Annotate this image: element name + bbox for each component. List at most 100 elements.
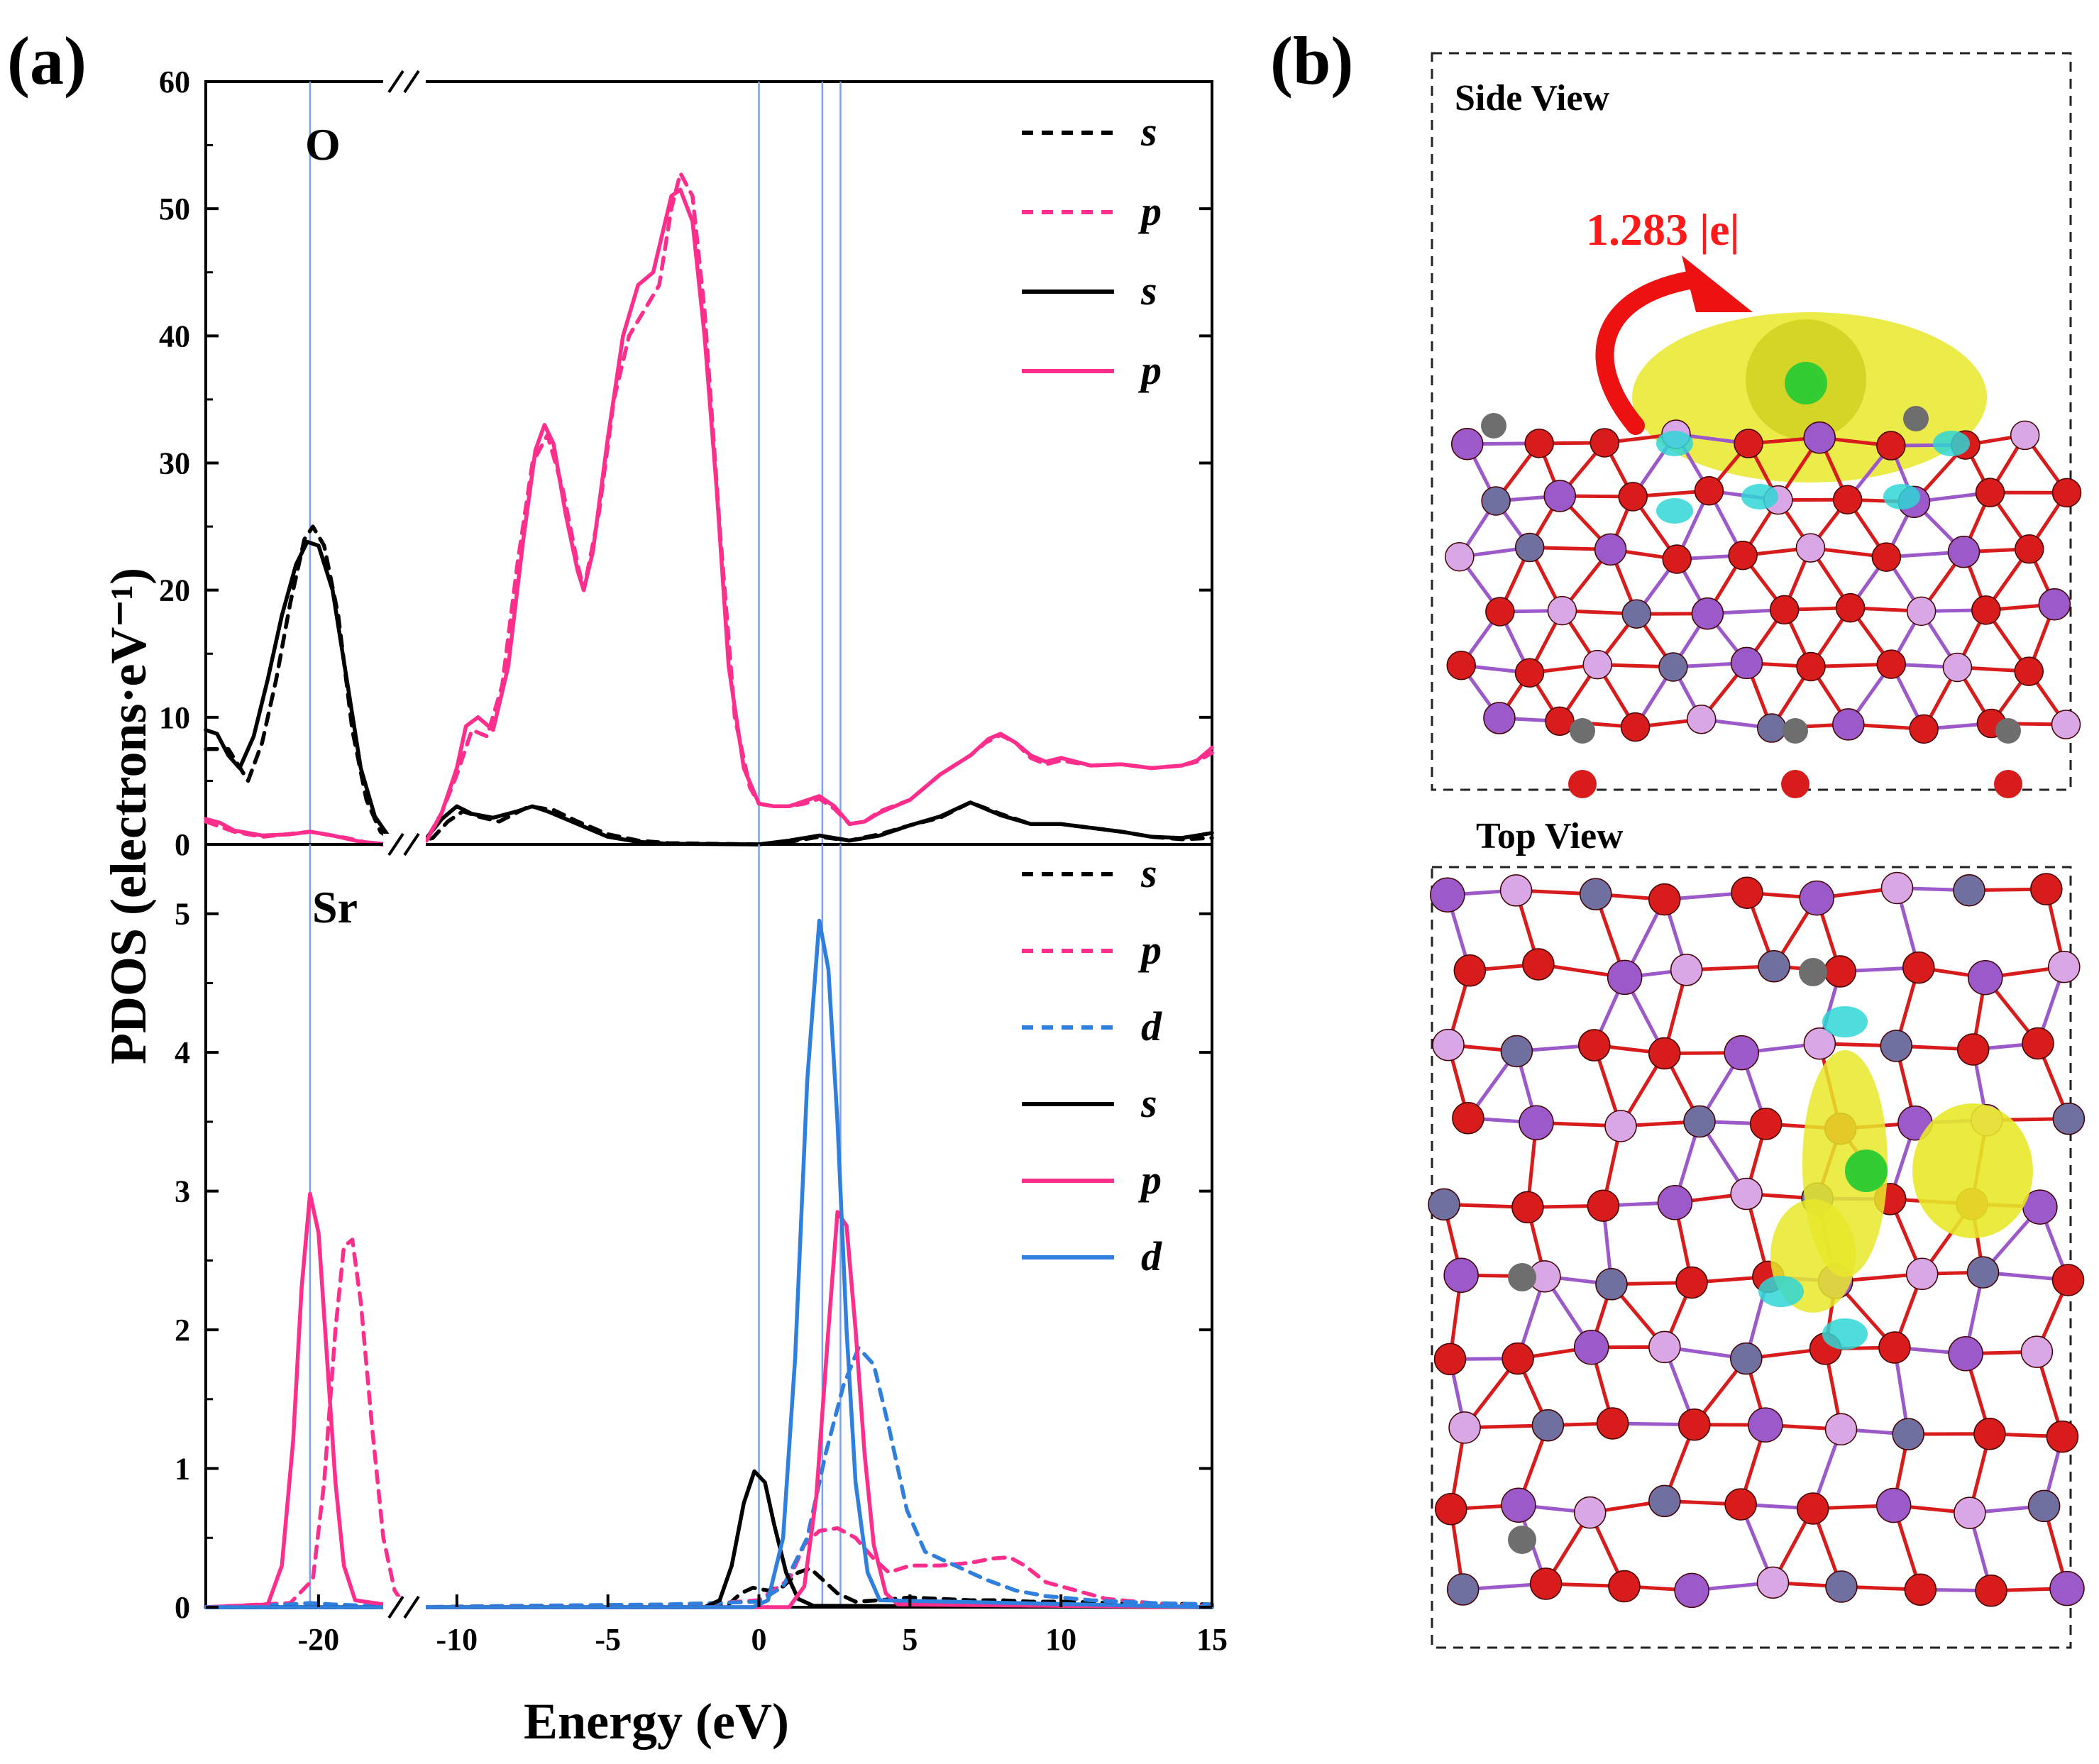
- sr-y-tick-label: 2: [175, 1313, 190, 1347]
- structure-atom: [1825, 1570, 1858, 1603]
- structure-atom: [1954, 1496, 1986, 1529]
- structure-atom: [2049, 1570, 2085, 1606]
- top-view-structure: [1428, 871, 2086, 1609]
- structure-atom: [1514, 658, 1545, 688]
- sr-y-ticks: 0 1 2 3 4 5: [175, 897, 1212, 1625]
- top-view-panel: Top View: [1428, 816, 2086, 1649]
- structure-atom: [1568, 770, 1597, 798]
- structure-atom: [1803, 1027, 1836, 1060]
- structure-atom: [1485, 597, 1515, 627]
- sr-series-d-solid: [409, 918, 1214, 1609]
- structure-atom: [1994, 770, 2022, 798]
- structure-atom: [1824, 955, 1856, 988]
- structure-atom: [1686, 705, 1717, 734]
- structure-atom: [1596, 1407, 1629, 1440]
- sr-y-tick-label: 3: [175, 1174, 190, 1209]
- o-series-p-solid: [409, 187, 1214, 847]
- structure-atom: [1590, 428, 1619, 458]
- structure-atom: [1799, 958, 1827, 986]
- sr-legend-label: p: [1137, 927, 1162, 973]
- structure-atom: [1570, 718, 1595, 744]
- structure-atom: [1906, 596, 1937, 627]
- structure-atom: [1799, 880, 1835, 916]
- o-panel-title: O: [305, 119, 341, 170]
- structure-atom: [1878, 1331, 1911, 1364]
- structure-atom: [1683, 1105, 1716, 1138]
- structure-atom: [1670, 954, 1703, 986]
- panel-b-label: (b): [1270, 23, 1353, 99]
- structure-atom: [1604, 1110, 1637, 1142]
- structure-atom: [1433, 1343, 1467, 1376]
- o-series-p-solid: [204, 817, 405, 847]
- o-series-s-solid: [204, 539, 405, 847]
- structure-atom: [1450, 427, 1484, 461]
- structure-atom: [1483, 702, 1516, 734]
- structure-atom: [2030, 873, 2063, 905]
- structure-atom: [1508, 1263, 1536, 1291]
- o-legend-label: s: [1140, 268, 1157, 314]
- o-legend-label: p: [1137, 188, 1162, 234]
- sr-series-p-dashed: [204, 1237, 405, 1609]
- structure-atom: [1749, 1108, 1783, 1140]
- structure-atom: [1875, 1487, 1912, 1523]
- structure-atom: [1514, 532, 1545, 563]
- structure-atom: [1587, 1189, 1620, 1222]
- sr-guide-lines: [309, 844, 842, 1607]
- structure-atom: [1756, 713, 1787, 743]
- o-series-s-solid: [409, 800, 1214, 847]
- structure-atom: [1730, 1177, 1763, 1211]
- structure-atom: [1876, 649, 1906, 679]
- charge-density-depletion: [1822, 1006, 1868, 1037]
- o-series-group: [204, 171, 1214, 847]
- charge-density-depletion: [1822, 1318, 1868, 1350]
- structure-atom: [1453, 954, 1487, 987]
- structure-atom: [1832, 708, 1865, 741]
- charge-density-depletion: [1656, 498, 1693, 524]
- structure-atom: [1902, 951, 1935, 984]
- o-y-tick-label: 50: [159, 192, 190, 226]
- o-y-tick-label: 20: [159, 573, 190, 608]
- top-view-frame: [1431, 866, 2072, 1649]
- structure-atom: [1657, 1185, 1693, 1220]
- structure-atom: [1675, 1266, 1708, 1299]
- o-legend-label: s: [1140, 109, 1157, 155]
- structure-atom: [1871, 542, 1902, 572]
- structure-atom: [1648, 883, 1681, 916]
- structure-atom: [1545, 706, 1575, 737]
- structure-atom: [1430, 877, 1465, 913]
- structure-atom: [2015, 534, 2044, 564]
- side-view-panel: Side View 1.283 |e|: [1431, 52, 2082, 798]
- structure-atom: [1648, 1330, 1681, 1364]
- o-guide-lines: [309, 82, 842, 844]
- o-plot-frame: [204, 80, 1213, 846]
- structure-atom: [2052, 1102, 2086, 1135]
- structure-atom: [1500, 1035, 1533, 1068]
- panel-a-label: (a): [7, 23, 87, 99]
- structure-atom: [1662, 544, 1692, 574]
- structure-atom: [1953, 873, 1985, 907]
- structure-atom: [1547, 595, 1577, 626]
- structure-atom: [1531, 1409, 1565, 1442]
- structure-atom: [1876, 431, 1906, 461]
- structure-atom: [1582, 649, 1613, 680]
- structure-atom: [2020, 1335, 2054, 1368]
- structure-atom: [1795, 533, 1826, 563]
- structure-atom: [1658, 652, 1688, 682]
- charge-density-depletion: [1741, 484, 1778, 509]
- structure-atom: [1573, 1496, 1607, 1529]
- structure-atom: [1621, 599, 1652, 629]
- structure-atom: [1892, 1418, 1924, 1450]
- structure-atom: [1607, 959, 1643, 996]
- x-axis-title: Energy (eV): [524, 1693, 789, 1750]
- side-view-structure: [1445, 255, 2082, 798]
- structure-atom: [2051, 1264, 2085, 1296]
- structure-atom: [2046, 1420, 2079, 1453]
- structure-atom: [1501, 1487, 1536, 1523]
- structure-atom: [1967, 959, 2003, 996]
- sr-y-tick-label: 4: [175, 1035, 190, 1070]
- structure-atom: [1796, 651, 1826, 682]
- structure-atom: [1956, 1033, 1990, 1066]
- structure-atom: [1975, 1575, 2007, 1607]
